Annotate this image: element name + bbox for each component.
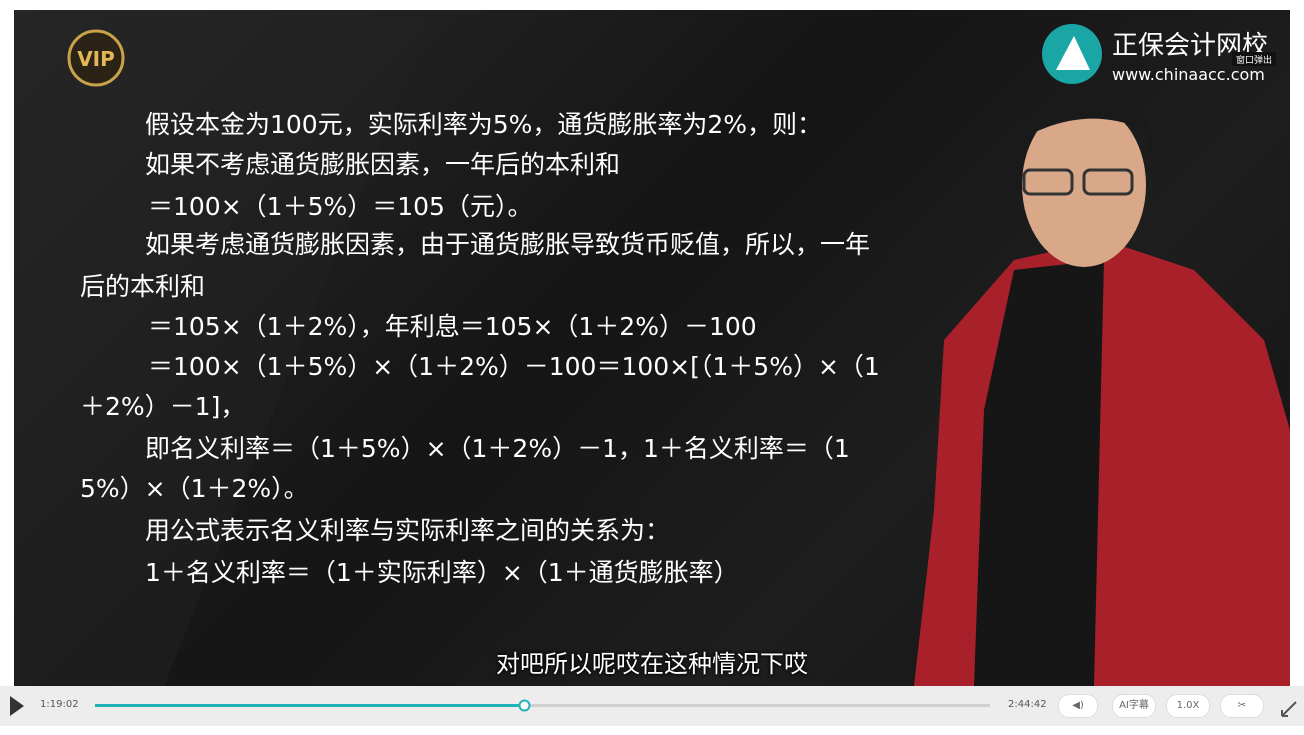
control-bar: 1:19:02 2:44:42 ◀) AI字幕 1.0X ✂ [0, 686, 1304, 726]
ai-subtitle-button[interactable]: AI字幕 [1112, 694, 1156, 718]
slide-line: ＋2%）－1]， [80, 392, 245, 422]
slide-line: 如果考虑通货膨胀因素，由于通货膨胀导致货币贬值，所以，一年 [145, 230, 870, 260]
duration: 2:44:42 [1008, 699, 1047, 710]
slide-line: 5%）×（1＋2%）。 [80, 474, 309, 504]
popout-button[interactable]: 窗口弹出 [1236, 54, 1272, 66]
fullscreen-button[interactable] [1282, 702, 1296, 716]
play-button[interactable] [10, 696, 24, 716]
subtitle: 对吧所以呢哎在这种情况下哎 [14, 644, 1290, 679]
slide-line: 1＋名义利率＝（1＋实际利率）×（1＋通货膨胀率） [145, 558, 739, 588]
volume-button[interactable]: ◀) [1058, 694, 1098, 718]
page: VIP 正保会计网校 www.chinaacc.com 窗口弹出 假设本金为10… [0, 0, 1304, 735]
control-graphics [0, 686, 1304, 726]
slide-line: ＝100×（1＋5%）＝105（元）。 [148, 192, 532, 222]
slide-line: 即名义利率＝（1＋5%）×（1＋2%）－1，1＋名义利率＝（1 [145, 434, 850, 464]
slide-line: ＝105×（1＋2%），年利息＝105×（1＋2%）－100 [148, 312, 757, 342]
slide-line: ＝100×（1＋5%）×（1＋2%）－100＝100×[（1＋5%）×（1 [148, 352, 880, 382]
vip-text: VIP [77, 47, 115, 71]
slide-line: 后的本利和 [80, 272, 205, 302]
slide-line: 假设本金为100元，实际利率为5%，通货膨胀率为2%，则： [145, 110, 822, 140]
progress-knob[interactable] [519, 701, 529, 711]
speed-button[interactable]: 1.0X [1166, 694, 1210, 718]
presenter [914, 90, 1290, 686]
slide-line: 用公式表示名义利率与实际利率之间的关系为： [145, 516, 670, 546]
slide-line: 如果不考虑通货膨胀因素，一年后的本利和 [145, 150, 620, 180]
current-time: 1:19:02 [40, 699, 79, 710]
clip-button[interactable]: ✂ [1220, 694, 1264, 718]
progress-fill [95, 704, 524, 707]
video-area: VIP 正保会计网校 www.chinaacc.com 窗口弹出 假设本金为10… [14, 10, 1290, 686]
brand-url: www.chinaacc.com [1112, 65, 1265, 84]
